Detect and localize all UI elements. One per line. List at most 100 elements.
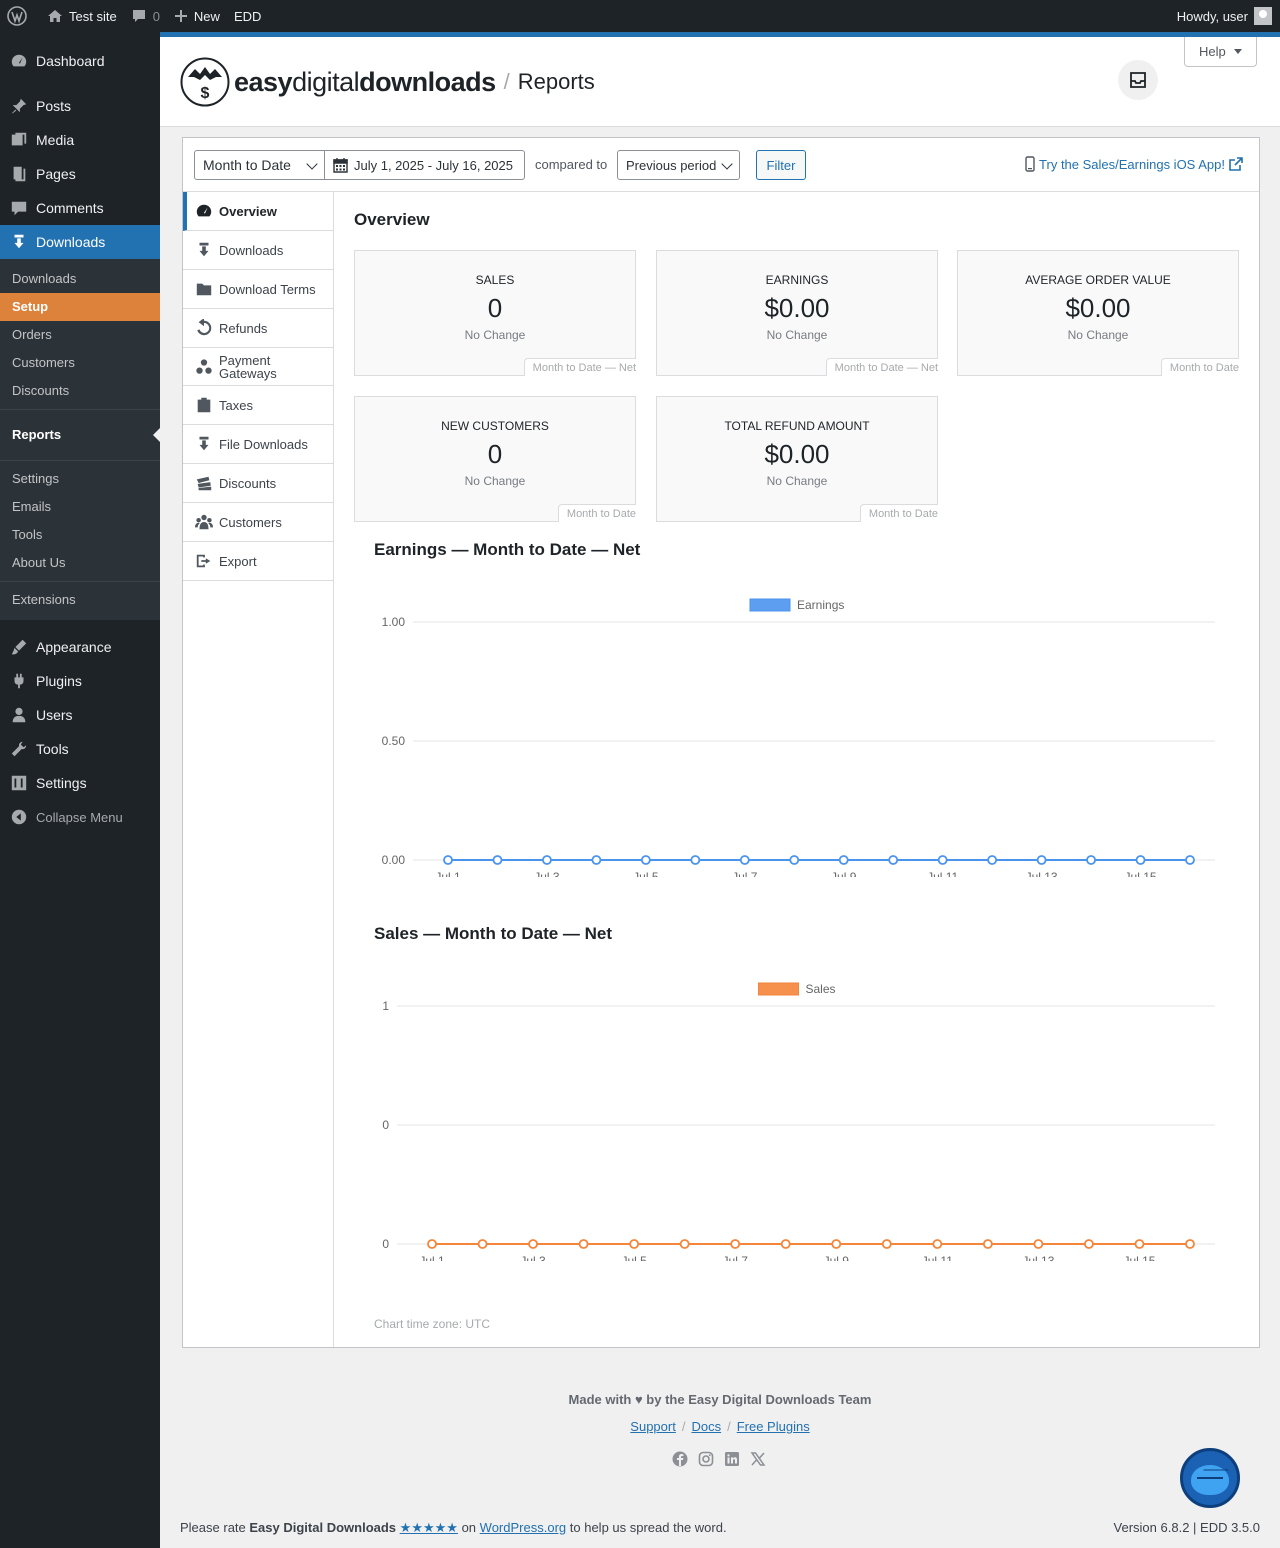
brand-part: easy — [234, 66, 293, 97]
data-point — [640, 855, 651, 865]
submenu-orders[interactable]: Orders — [12, 327, 52, 342]
data-point — [888, 855, 899, 865]
tab-label: Customers — [219, 514, 282, 530]
edd-menu-link[interactable]: EDD — [227, 0, 268, 32]
tab-downloads[interactable]: Downloads — [183, 231, 333, 270]
submenu-settings[interactable]: Settings — [12, 471, 59, 486]
tab-customers[interactable]: Customers — [183, 503, 333, 542]
tab-discounts[interactable]: Discounts — [183, 464, 333, 503]
tab-export[interactable]: Export — [183, 542, 333, 581]
tab-refunds[interactable]: Refunds — [183, 309, 333, 348]
collapse-menu-button[interactable]: Collapse Menu — [0, 800, 160, 834]
y-tick-label: 1 — [382, 999, 389, 1013]
tile-meta: Month to Date — [557, 504, 636, 522]
wordpress-org-link[interactable]: WordPress.org — [479, 1520, 567, 1535]
data-point — [937, 855, 948, 865]
date-range-select[interactable]: Month to Date — [194, 150, 325, 180]
comments-link[interactable]: 0 — [124, 0, 167, 32]
tab-label: Discounts — [219, 475, 277, 491]
submenu-tools[interactable]: Tools — [12, 527, 43, 542]
date-range-input[interactable]: July 1, 2025 - July 16, 2025 — [324, 150, 525, 180]
support-chat-mascot-button[interactable] — [1180, 1448, 1240, 1508]
menu-users[interactable]: Users — [0, 698, 160, 732]
data-point — [1134, 1239, 1145, 1249]
x-tick-label: Jul 3 — [520, 1254, 546, 1261]
submenu-emails[interactable]: Emails — [12, 499, 52, 514]
notifications-inbox-button[interactable] — [1118, 60, 1158, 100]
account-menu[interactable]: Howdy, user — [1170, 0, 1280, 32]
data-point — [528, 1239, 538, 1249]
tax-icon — [197, 397, 211, 413]
filter-bar: Month to Date July 1, 2025 - July 16, 20… — [183, 138, 1259, 192]
ios-app-link[interactable]: Try the Sales/Earnings iOS App! — [1021, 156, 1247, 172]
menu-tools[interactable]: Tools — [0, 732, 160, 766]
submenu-downloads[interactable]: Downloads — [12, 271, 77, 286]
menu-label: Posts — [36, 98, 72, 114]
date-range-value: Month to Date — [203, 157, 291, 173]
wordpress-logo-icon[interactable] — [0, 0, 40, 32]
rate-us-text: Please rate Easy Digital Downloads ★★★★★… — [180, 1520, 727, 1536]
x-tick-label: Jul 9 — [824, 1254, 850, 1261]
submenu-reports[interactable]: Reports — [0, 414, 160, 456]
menu-posts[interactable]: Posts — [0, 89, 160, 123]
footer-links: Support / Docs / Free Plugins — [160, 1419, 1280, 1434]
total-refund-amount-tile: TOTAL REFUND AMOUNT $0.00 No Change Mont… — [656, 396, 938, 522]
tab-taxes[interactable]: Taxes — [183, 386, 333, 425]
menu-settings[interactable]: Settings — [0, 766, 160, 800]
dashboard-icon — [11, 54, 27, 67]
tab-file-downloads[interactable]: File Downloads — [183, 425, 333, 464]
comments-count: 0 — [152, 8, 160, 24]
menu-downloads[interactable]: Downloads — [0, 225, 160, 259]
link-separator: / — [727, 1419, 731, 1434]
pages-icon — [13, 166, 26, 182]
menu-media[interactable]: Media — [0, 123, 160, 157]
rate-stars-link[interactable]: ★★★★★ — [399, 1520, 458, 1535]
menu-label: Media — [36, 132, 75, 148]
customers-icon — [195, 514, 213, 530]
tile-label: NEW CUSTOMERS — [441, 419, 549, 433]
plus-icon — [174, 10, 187, 22]
tab-label: Refunds — [219, 320, 268, 336]
data-point — [780, 1239, 791, 1249]
linkedin-icon[interactable] — [724, 1451, 740, 1467]
tab-overview[interactable]: Overview — [183, 192, 333, 231]
submenu-setup[interactable]: Setup — [0, 293, 160, 321]
menu-label: Settings — [36, 775, 87, 791]
folder-icon — [196, 283, 212, 296]
submenu-about-us[interactable]: About Us — [12, 555, 66, 570]
x-tick-label: Jul 15 — [1123, 1254, 1155, 1261]
instagram-icon[interactable] — [698, 1451, 714, 1467]
external-link-icon — [1229, 157, 1243, 171]
data-point — [690, 855, 701, 865]
x-twitter-icon[interactable] — [750, 1451, 766, 1467]
menu-plugins[interactable]: Plugins — [0, 664, 160, 698]
y-tick-label: 0.00 — [382, 853, 406, 867]
data-point — [1084, 1239, 1094, 1249]
tab-payment-gateways[interactable]: Payment Gateways — [183, 348, 333, 386]
tab-download-terms[interactable]: Download Terms — [183, 270, 333, 309]
tab-label: Payment Gateways — [219, 352, 277, 381]
submenu-customers[interactable]: Customers — [12, 355, 75, 370]
menu-label: Plugins — [36, 673, 82, 689]
menu-pages[interactable]: Pages — [0, 157, 160, 191]
x-tick-label: Jul 7 — [732, 870, 758, 877]
new-label: New — [193, 8, 220, 24]
filter-button[interactable]: Filter — [756, 150, 806, 180]
facebook-icon[interactable] — [672, 1451, 688, 1467]
site-name-link[interactable]: Test site — [40, 0, 124, 32]
submenu-extensions[interactable]: Extensions — [12, 592, 76, 607]
tile-value: 0 — [487, 293, 503, 323]
tile-label: SALES — [475, 273, 515, 287]
menu-appearance[interactable]: Appearance — [0, 630, 160, 664]
menu-dashboard[interactable]: Dashboard — [0, 44, 160, 78]
rate-plugin-name: Easy Digital Downloads — [249, 1520, 397, 1535]
support-link[interactable]: Support — [630, 1419, 676, 1434]
edd-wordmark: easydigitaldownloads — [234, 67, 496, 98]
submenu-discounts[interactable]: Discounts — [12, 383, 70, 398]
help-tab-button[interactable]: Help — [1184, 37, 1257, 67]
menu-comments[interactable]: Comments — [0, 191, 160, 225]
compare-period-select[interactable]: Previous period — [617, 150, 740, 180]
new-content-link[interactable]: New — [167, 0, 227, 32]
docs-link[interactable]: Docs — [691, 1419, 722, 1434]
free-plugins-link[interactable]: Free Plugins — [736, 1419, 810, 1434]
